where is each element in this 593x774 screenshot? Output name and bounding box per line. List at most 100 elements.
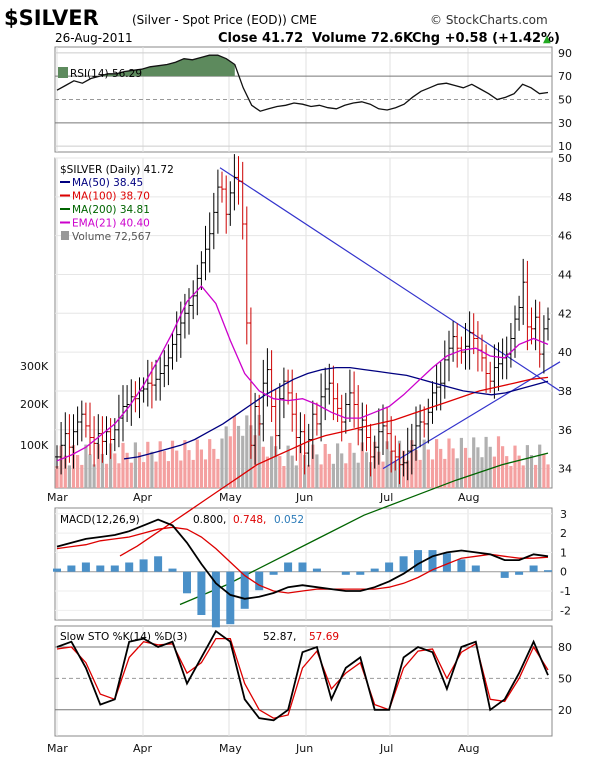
legend-item: MA(50) 38.45 bbox=[72, 177, 143, 189]
volume-bar bbox=[468, 457, 472, 489]
volume-value: Volume 72.6K bbox=[312, 31, 414, 46]
volume-bar bbox=[282, 466, 286, 488]
volume-bar bbox=[241, 435, 245, 489]
volume-bar bbox=[84, 444, 88, 489]
volume-bar bbox=[150, 451, 154, 488]
volume-bar bbox=[443, 458, 447, 489]
macd-histogram-bar bbox=[370, 568, 379, 572]
volume-tick-label: 300K bbox=[20, 360, 49, 373]
macd-histogram-bar bbox=[197, 571, 206, 615]
month-label-bottom: Jun bbox=[295, 742, 313, 755]
axis-labels: 9070503010504846444240383634300K200K100K… bbox=[20, 47, 572, 717]
volume-bar bbox=[414, 450, 418, 489]
volume-legend-icon bbox=[61, 231, 69, 240]
chart-date: 26-Aug-2011 bbox=[55, 31, 133, 45]
price-tick-label: 42 bbox=[558, 307, 572, 320]
volume-bar bbox=[125, 452, 129, 488]
chart-symbol: $SILVER bbox=[4, 6, 99, 30]
macd-legend-signal: 0.748, bbox=[233, 514, 266, 526]
volume-bar bbox=[480, 457, 484, 488]
volume-bar bbox=[430, 459, 435, 488]
legend-item: MA(100) 38.70 bbox=[72, 191, 150, 203]
volume-bar bbox=[245, 415, 249, 488]
macd-series bbox=[53, 518, 552, 628]
volume-bar bbox=[385, 441, 389, 489]
month-labels: Mar Mar Apr Apr May May Jun Jun Jul Jul Aug Aug bbox=[47, 491, 479, 755]
legend-item: MA(200) 34.81 bbox=[72, 204, 150, 216]
macd-histogram-bar bbox=[110, 565, 119, 572]
macd-legend-hist: 0.052 bbox=[274, 514, 304, 526]
macd-line bbox=[56, 518, 549, 600]
ma50-line bbox=[123, 366, 549, 460]
volume-bar bbox=[529, 455, 534, 488]
sto-legend-d: 57.69 bbox=[309, 631, 339, 643]
volume-bar bbox=[170, 440, 175, 488]
macd-histogram-bar bbox=[81, 562, 90, 572]
macd-legend-name: MACD(12,26,9) bbox=[60, 514, 140, 526]
volume-bar bbox=[509, 466, 513, 488]
volume-bar bbox=[270, 436, 274, 488]
price-legend-main: $SILVER (Daily) 41.72 bbox=[60, 164, 174, 176]
up-arrow-icon: ▲ bbox=[543, 34, 551, 45]
volume-bar bbox=[327, 453, 331, 488]
change-value: Chg +0.58 (+1.42%) bbox=[412, 31, 560, 46]
sto-legend-k: 52.87, bbox=[263, 631, 296, 643]
volume-bar bbox=[422, 439, 426, 488]
volume-bar bbox=[472, 437, 476, 488]
volume-bar bbox=[517, 455, 521, 489]
volume-bar bbox=[381, 461, 385, 488]
volume-bar bbox=[447, 438, 451, 488]
volume-bar bbox=[311, 444, 315, 489]
volume-tick-label: 100K bbox=[20, 439, 49, 452]
macd-histogram-bar bbox=[154, 556, 163, 572]
volume-bar bbox=[158, 441, 162, 489]
macd-tick-label: 2 bbox=[560, 527, 567, 540]
volume-bar bbox=[203, 459, 208, 488]
macd-histogram-bar bbox=[356, 571, 365, 575]
sto-series bbox=[55, 629, 552, 722]
volume-bar bbox=[100, 453, 104, 488]
volume-bar bbox=[513, 445, 517, 488]
macd-histogram-bar bbox=[471, 565, 480, 572]
macd-tick-label: 3 bbox=[560, 508, 567, 521]
month-label-bottom: Mar bbox=[47, 742, 68, 755]
macd-histogram-bar bbox=[284, 562, 293, 572]
volume-bar bbox=[463, 447, 468, 489]
volume-bar bbox=[92, 464, 96, 489]
volume-bar bbox=[278, 456, 282, 488]
volume-bar bbox=[476, 447, 480, 488]
macd-histogram-bar bbox=[529, 565, 538, 572]
volume-bar bbox=[331, 463, 335, 488]
month-label-top: Apr bbox=[133, 491, 153, 504]
volume-bar bbox=[290, 455, 294, 489]
volume-bar bbox=[96, 444, 100, 488]
price-tick-label: 36 bbox=[558, 424, 572, 437]
macd-histogram-bar bbox=[399, 556, 408, 572]
volume-bar bbox=[488, 446, 492, 489]
macd-histogram-bar bbox=[298, 562, 307, 572]
volume-bar bbox=[542, 454, 546, 488]
rsi-series bbox=[55, 52, 552, 147]
rsi-tick-label: 70 bbox=[558, 70, 572, 83]
volume-bar bbox=[484, 436, 488, 489]
volume-bar bbox=[228, 436, 232, 488]
macd-histogram-bar bbox=[385, 562, 394, 572]
volume-bar bbox=[298, 445, 302, 488]
volume-bar bbox=[360, 442, 364, 489]
volume-bar bbox=[63, 455, 67, 489]
macd-histogram-bar bbox=[211, 571, 220, 628]
volume-bar bbox=[113, 453, 117, 489]
rsi-legend: RSI(14) 56.29 bbox=[70, 68, 142, 80]
volume-bar bbox=[121, 442, 125, 488]
legend-item: EMA(21) 40.40 bbox=[72, 218, 150, 230]
volume-bar bbox=[142, 462, 146, 488]
price-tick-label: 34 bbox=[558, 463, 572, 476]
volume-bar bbox=[117, 463, 121, 489]
macd-histogram-bar bbox=[240, 571, 249, 609]
macd-histogram-bar bbox=[168, 568, 177, 572]
ema21-line bbox=[56, 285, 549, 462]
price-tick-label: 48 bbox=[558, 191, 572, 204]
macd-histogram-bar bbox=[428, 550, 437, 572]
volume-bar bbox=[236, 425, 241, 489]
